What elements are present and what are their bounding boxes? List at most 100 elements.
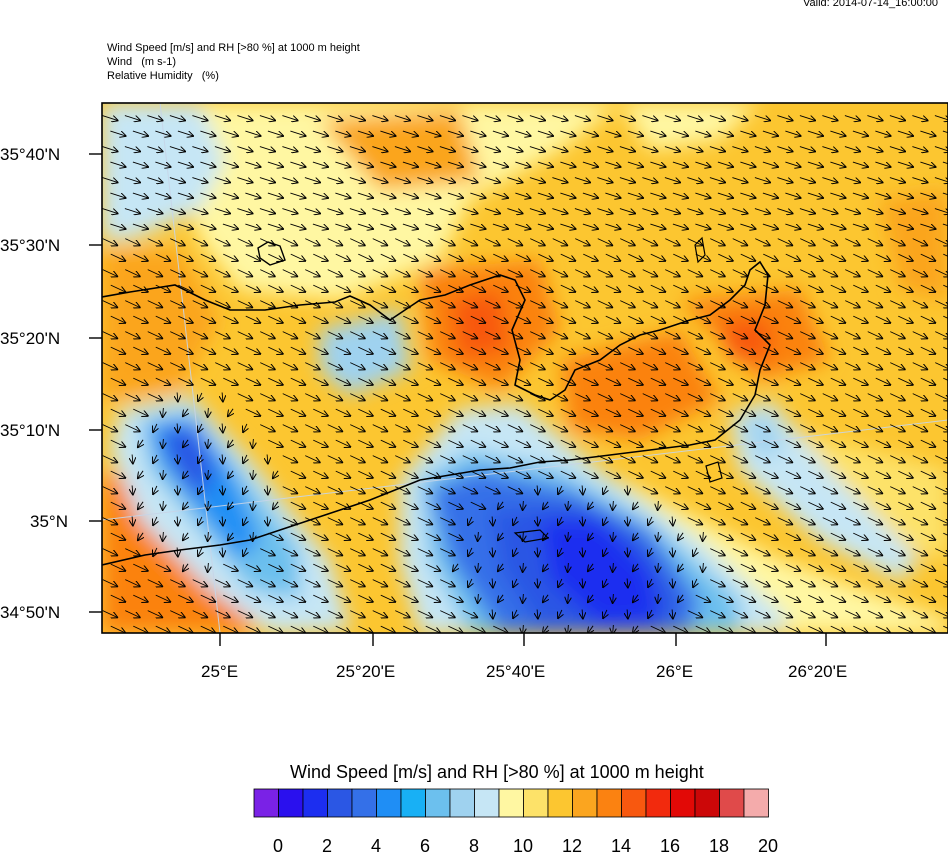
wind-arrow xyxy=(912,146,927,152)
wind-arrow xyxy=(237,393,253,401)
wind-arrow xyxy=(740,315,756,323)
wind-arrow xyxy=(380,130,395,136)
wind-arrow xyxy=(155,130,170,136)
wind-arrow xyxy=(890,362,905,370)
wind-arrow xyxy=(147,115,162,121)
wind-arrow xyxy=(223,346,238,354)
wind-arrow xyxy=(875,253,891,261)
wind-arrow xyxy=(102,269,118,277)
wind-arrow xyxy=(898,408,913,416)
wind-arrow xyxy=(822,146,837,152)
wind-arrow xyxy=(912,300,928,308)
wind-arrow xyxy=(597,146,612,152)
wind-arrow xyxy=(943,253,948,257)
wind-arrow xyxy=(718,501,733,509)
wind-arrow xyxy=(785,470,801,478)
wind-arrow xyxy=(844,177,860,183)
wind-arrow xyxy=(530,362,545,370)
wind-arrow xyxy=(462,362,478,370)
wind-arrow xyxy=(102,238,118,246)
wind-arrow xyxy=(372,393,388,401)
wind-arrow xyxy=(312,130,328,136)
wind-arrow xyxy=(358,315,373,323)
wind-arrow xyxy=(942,130,948,134)
wind-arrow xyxy=(800,300,815,308)
wind-arrow xyxy=(642,115,657,121)
wind-arrow xyxy=(222,392,223,402)
wind-arrow xyxy=(582,192,598,198)
wind-arrow xyxy=(507,115,522,121)
wind-arrow xyxy=(530,393,545,401)
wind-arrow xyxy=(898,501,913,509)
wind-arrow xyxy=(538,284,553,292)
wind-arrow xyxy=(627,130,643,136)
wind-arrow xyxy=(710,393,725,401)
wind-arrow xyxy=(138,532,143,540)
wind-arrow xyxy=(687,362,703,370)
wind-arrow xyxy=(710,300,725,308)
wind-arrow xyxy=(763,408,778,416)
wind-arrow xyxy=(327,486,343,494)
wind-arrow xyxy=(762,130,778,136)
wind-arrow xyxy=(627,161,643,167)
wind-arrow xyxy=(493,470,508,478)
wind-arrow xyxy=(687,208,702,214)
wind-arrow xyxy=(395,517,410,525)
wind-arrow xyxy=(642,146,657,152)
wind-arrow xyxy=(484,115,500,121)
wind-arrow xyxy=(282,393,298,401)
wind-arrow xyxy=(762,192,778,198)
wind-arrow xyxy=(627,485,628,495)
wind-arrow xyxy=(335,284,351,292)
wind-arrow xyxy=(200,223,215,229)
wind-arrow xyxy=(597,300,613,308)
colorbar-swatch xyxy=(400,788,426,818)
wind-arrow xyxy=(665,486,680,494)
wind-arrow xyxy=(484,177,500,183)
wind-arrow xyxy=(439,177,455,183)
wind-arrow xyxy=(493,439,508,447)
wind-arrow xyxy=(597,115,612,121)
wind-arrow xyxy=(867,177,882,183)
wind-arrow xyxy=(313,253,328,261)
wind-arrow xyxy=(138,439,143,447)
wind-arrow xyxy=(417,208,432,214)
wind-arrow xyxy=(260,238,275,246)
wind-arrow xyxy=(537,516,538,526)
wind-arrow xyxy=(785,501,801,509)
wind-arrow xyxy=(620,424,635,432)
wind-arrow xyxy=(215,269,230,277)
wind-arrow xyxy=(920,377,936,385)
wind-arrow xyxy=(717,192,733,198)
wind-arrow xyxy=(470,470,486,478)
wind-arrow xyxy=(313,532,328,540)
wind-arrow xyxy=(327,177,342,183)
wind-arrow xyxy=(493,284,508,292)
wind-arrow xyxy=(890,424,905,432)
wind-arrow xyxy=(335,532,351,540)
wind-arrow xyxy=(875,501,891,509)
wind-arrow xyxy=(732,486,748,494)
wind-arrow xyxy=(133,284,148,292)
wind-arrow xyxy=(403,470,418,478)
wind-arrow xyxy=(125,238,140,246)
wind-arrow xyxy=(290,439,306,447)
wind-arrow xyxy=(484,146,500,152)
wind-arrow xyxy=(777,393,793,401)
wind-arrow xyxy=(350,455,365,463)
wind-arrow xyxy=(898,470,913,478)
wind-arrow xyxy=(507,146,522,152)
wind-arrow xyxy=(875,192,890,198)
wind-arrow xyxy=(530,424,545,432)
wind-arrow xyxy=(237,362,253,370)
wind-arrow xyxy=(237,269,253,277)
colorbar-swatch xyxy=(719,788,745,818)
wind-arrow xyxy=(574,146,590,152)
wind-arrow xyxy=(808,284,823,292)
wind-arrow xyxy=(448,501,463,509)
wind-arrow xyxy=(560,223,575,229)
wind-arrow xyxy=(192,300,208,308)
wind-arrow xyxy=(808,377,823,385)
wind-arrow xyxy=(358,439,373,447)
wind-arrow xyxy=(845,269,860,277)
